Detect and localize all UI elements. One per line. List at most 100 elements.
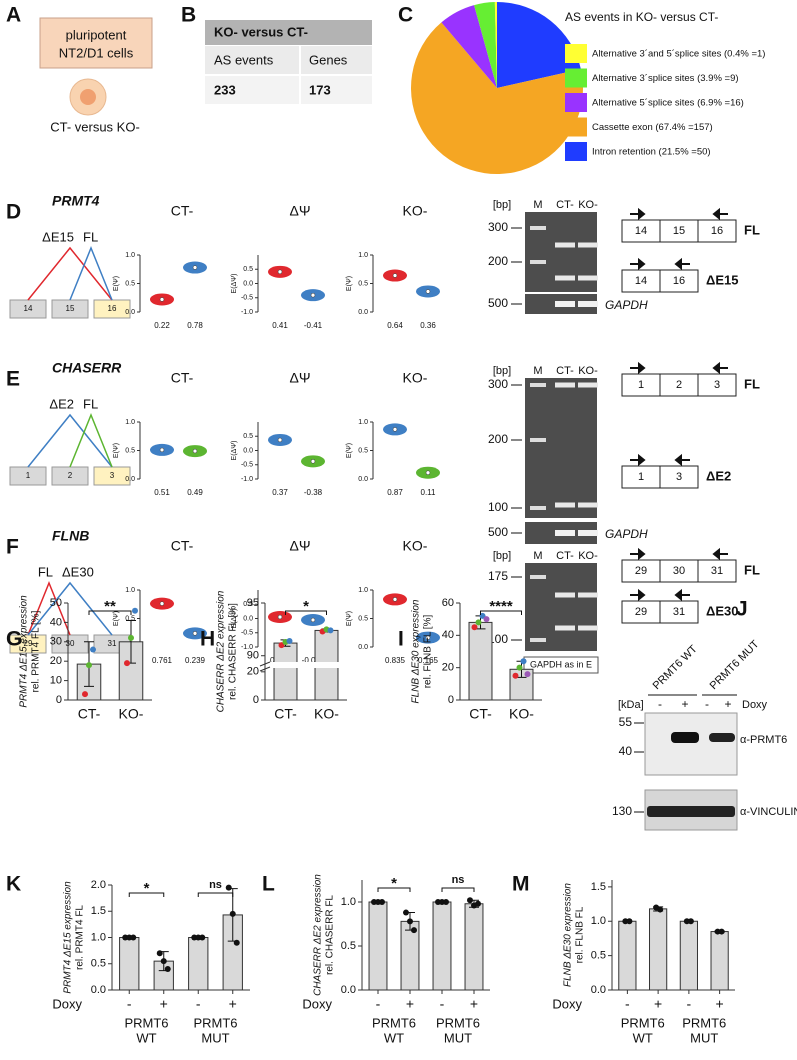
y-tick-label: -0.5 xyxy=(241,630,253,637)
ladder-band xyxy=(530,438,546,442)
size-marker: 300 xyxy=(488,377,508,391)
y-axis-label: E(Ψ) xyxy=(346,443,353,458)
y-axis-label: rel. CHASERR FL xyxy=(325,895,336,975)
legend-label: Alternative 3´splice sites (3.9% =9) xyxy=(592,73,739,84)
y-tick-label: 0.5 xyxy=(125,615,135,622)
product-exon-number: 31 xyxy=(711,565,723,577)
data-point xyxy=(233,939,240,946)
legend-label: Alternative 3´and 5´splice sites (0.4% =… xyxy=(592,49,765,60)
violin-value: 0.64 xyxy=(387,321,403,330)
cell-line: pluripotent xyxy=(66,27,127,42)
ladder-band xyxy=(530,638,546,642)
significance: * xyxy=(144,880,150,897)
product-exon-number: 14 xyxy=(635,275,647,287)
significance-bracket xyxy=(88,610,132,615)
gel-band xyxy=(555,301,575,307)
y-tick-label: 1.0 xyxy=(341,896,356,908)
product-exon-number: 3 xyxy=(714,379,720,391)
median-dot xyxy=(425,470,431,475)
x-tick-label: - xyxy=(440,996,445,1012)
y-axis-label: rel. FLNB FL [%] xyxy=(423,615,434,689)
gel-band xyxy=(555,530,575,536)
violin-value: -0.41 xyxy=(304,321,323,330)
x-tick-label: CT- xyxy=(469,706,492,722)
panel-letter: B xyxy=(181,4,196,27)
y-tick-label: 0.0 xyxy=(591,984,606,996)
y-tick-label: 95 xyxy=(247,597,259,609)
median-dot xyxy=(277,269,283,275)
y-tick-label: 30 xyxy=(50,636,62,648)
junction-line xyxy=(69,245,113,301)
y-tick-label: 0.0 xyxy=(358,476,368,483)
doxy-label: Doxy xyxy=(742,699,768,711)
product-exon-number: 30 xyxy=(673,565,685,577)
size-marker: 55 xyxy=(619,715,633,729)
y-tick-label: 1.0 xyxy=(125,252,135,259)
x-title: Doxy xyxy=(552,996,582,1011)
y-tick-label: 1.0 xyxy=(358,252,368,259)
lane-label: CT- xyxy=(556,365,574,377)
y-tick-label: 0.0 xyxy=(125,476,135,483)
data-point xyxy=(229,910,236,917)
y-axis-label: CHASERR ΔE2 expression xyxy=(313,874,324,996)
y-tick-label: -1.0 xyxy=(241,309,253,316)
bar xyxy=(368,901,388,991)
data-point xyxy=(199,934,206,941)
y-tick-label: 1.5 xyxy=(91,905,106,917)
violin-value: 0.36 xyxy=(420,321,436,330)
group-label: WT xyxy=(384,1030,404,1045)
y-tick-label: 0 xyxy=(253,694,259,706)
product-exon-number: 29 xyxy=(635,606,647,618)
bar xyxy=(273,642,298,701)
violin-value: 0.165 xyxy=(418,656,439,665)
data-point xyxy=(124,660,130,667)
exon-number: 3 xyxy=(110,471,115,480)
data-point xyxy=(520,658,527,665)
y-tick-label: 0.0 xyxy=(358,644,368,651)
y-axis-label: rel. FLNB FL xyxy=(575,906,586,963)
data-point xyxy=(443,899,449,905)
violin-value: 0.87 xyxy=(387,488,403,497)
violin-value: 0.11 xyxy=(421,488,437,497)
violin-value: 0.41 xyxy=(272,321,288,330)
violin-title: KO- xyxy=(403,538,428,554)
data-point xyxy=(657,906,664,913)
group-label: PRMT6 MUT xyxy=(708,638,762,692)
isoform-label: FL xyxy=(83,229,98,244)
product-exon xyxy=(697,373,737,397)
y-tick-label: 0.5 xyxy=(358,280,368,287)
median-dot xyxy=(277,614,283,620)
gel-band xyxy=(555,625,575,631)
significance: ** xyxy=(104,598,116,615)
y-axis-label: E(ΔΨ) xyxy=(231,441,238,461)
table-header xyxy=(205,20,372,45)
group-label: MUT xyxy=(201,1030,229,1045)
legend-label: Alternative 5´splice sites (6.9% =16) xyxy=(592,98,744,109)
product-exon xyxy=(697,559,737,583)
table-row xyxy=(205,46,372,74)
median-dot xyxy=(192,631,198,636)
significance-bracket xyxy=(128,892,165,897)
significance-bracket xyxy=(377,887,411,892)
violin-title: KO- xyxy=(403,370,428,386)
product-exon-number: 14 xyxy=(635,225,647,237)
y-axis-label: CHASERR ΔE2 expression xyxy=(216,590,227,712)
data-point xyxy=(225,884,232,891)
isoform-label: ΔE15 xyxy=(42,229,74,244)
pie-slice xyxy=(497,2,581,88)
size-marker: 200 xyxy=(488,254,508,268)
blot-band xyxy=(709,733,735,742)
pie-slice xyxy=(494,2,497,88)
violin-title: ΔΨ xyxy=(289,538,310,554)
junction-line xyxy=(27,413,113,468)
data-point xyxy=(132,607,138,614)
pie-slice xyxy=(474,2,497,88)
violin-value: 0.78 xyxy=(187,321,203,330)
gel-band xyxy=(555,242,575,248)
product-label: FL xyxy=(744,222,760,237)
gel-unit: [bp] xyxy=(493,550,511,562)
panel-letter: C xyxy=(398,4,413,27)
x-tick-label: - xyxy=(127,996,132,1012)
y-tick-label: 20 xyxy=(50,655,62,667)
